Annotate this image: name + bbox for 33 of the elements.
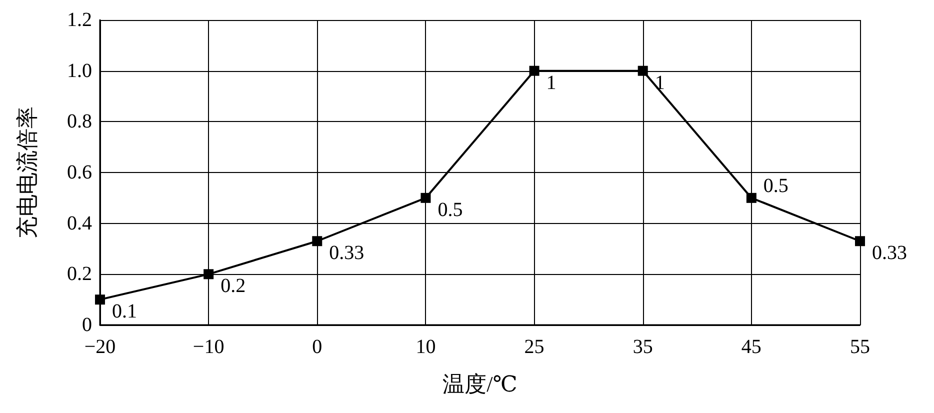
data-label: 0.1 bbox=[112, 300, 137, 323]
y-tick-label: 0.2 bbox=[67, 263, 92, 286]
point bbox=[312, 236, 322, 246]
y-tick-label: 0.6 bbox=[67, 162, 92, 184]
data-label: 1 bbox=[654, 72, 665, 94]
y-tick-label: 1.0 bbox=[67, 60, 92, 82]
point bbox=[529, 66, 540, 76]
data-label: 1 bbox=[546, 72, 556, 94]
point bbox=[204, 269, 214, 280]
point bbox=[855, 236, 865, 246]
x-tick-label: −10 bbox=[192, 336, 224, 358]
data-label: 0.33 bbox=[329, 242, 364, 264]
x-tick-label: 10 bbox=[416, 336, 436, 358]
x-tick-label: 35 bbox=[632, 336, 653, 358]
x-tick-label: 45 bbox=[741, 336, 762, 358]
point bbox=[420, 192, 431, 203]
point bbox=[746, 192, 756, 203]
y-tick-label: 1.2 bbox=[67, 9, 92, 31]
data-label: 0.2 bbox=[220, 275, 246, 298]
x-tick-label: −20 bbox=[84, 336, 116, 358]
y-axis-title: 充电电流倍率 bbox=[14, 106, 40, 238]
x-axis-title: 温度/℃ bbox=[442, 372, 518, 396]
data-label: 0.33 bbox=[872, 242, 907, 264]
x-tick-label: 0 bbox=[312, 336, 322, 358]
data-label: 0.5 bbox=[438, 198, 463, 221]
y-tick-label: 0.4 bbox=[67, 212, 92, 234]
point bbox=[638, 66, 648, 76]
y-tick-label: 0.8 bbox=[67, 110, 92, 133]
x-tick-label: 25 bbox=[524, 336, 544, 358]
x-tick-label: 55 bbox=[850, 336, 870, 358]
data-label: 0.5 bbox=[763, 174, 788, 197]
point bbox=[95, 294, 105, 305]
y-tick-label: 0 bbox=[82, 314, 92, 336]
